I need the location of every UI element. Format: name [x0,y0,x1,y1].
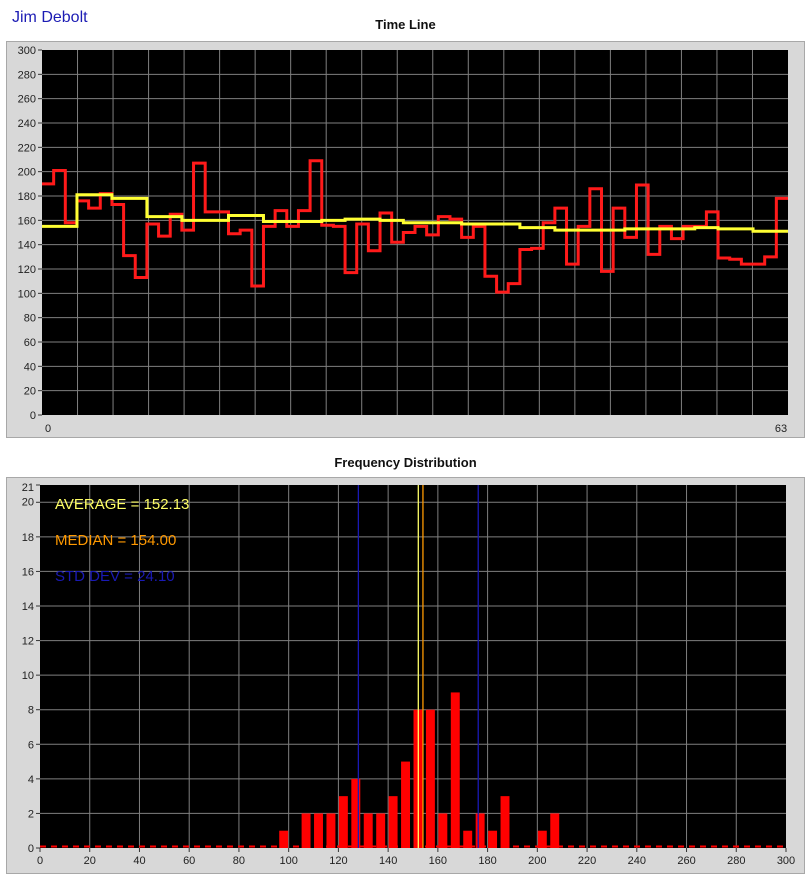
y-tick-label: 220 [18,142,36,154]
frequency-bar [351,778,361,848]
frequency-bar [463,830,473,848]
frequency-bar [450,692,460,848]
y-tick-label: 10 [22,670,34,682]
y-tick-label: 260 [18,94,36,106]
y-tick-label: 12 [22,636,34,648]
y-tick-label: 20 [22,496,34,508]
x-tick-label: 280 [727,855,745,867]
frequency-bar [326,813,336,848]
y-tick-label: 2 [28,808,34,820]
frequency-bar [363,813,373,848]
x-tick-label: 220 [578,855,596,867]
y-tick-label: 200 [18,167,36,179]
x-tick-label: 80 [233,855,245,867]
x-tick-label: 180 [478,855,496,867]
x-tick-label: 240 [628,855,646,867]
x-tick-label: 120 [329,855,347,867]
frequency-bar [314,813,323,848]
y-tick-label: 160 [18,215,36,227]
average-annotation: AVERAGE = 152.13 [55,496,189,513]
frequency-bar [475,813,485,848]
timeline-series-line [42,159,788,294]
timeline-chart-title: Time Line [375,17,436,32]
median-annotation: MEDIAN = 154.00 [55,532,176,549]
x-tick-label: 260 [677,855,695,867]
y-tick-label: 300 [18,45,36,57]
y-tick-label: 120 [18,264,36,276]
x-tick-label: 40 [133,855,145,867]
std-dev-annotation: STD DEV = 24.10 [55,568,175,585]
frequency-chart-frame: 0 20 40 60 80 100 120 140 160 180 200 220 240 260 280 3… [6,477,805,874]
x-tick-label: 160 [429,855,447,867]
y-tick-label: 16 [22,566,34,578]
frequency-bar [338,796,348,848]
y-tick-label: 21 [22,482,34,494]
timeline-chart: 0 20 40 60 80 100 120 140 160 180 200 220 240 260 280 3… [18,45,788,435]
frequency-bar [488,830,498,848]
x-tick-label: 0 [37,855,43,867]
frequency-bar [550,813,560,848]
x-tick-label: 60 [183,855,195,867]
x-tick-label: 20 [84,855,96,867]
y-tick-label: 60 [24,337,36,349]
frequency-bar [425,709,435,848]
y-tick-label: 0 [30,410,36,422]
y-tick-label: 180 [18,191,36,203]
frequency-chart: 0 20 40 60 80 100 120 140 160 180 200 220 240 260 280 3… [22,482,795,867]
y-tick-label: 0 [28,843,34,855]
x-tick-label: 63 [775,423,787,435]
frequency-bar [401,761,411,848]
y-tick-label: 40 [24,361,36,373]
x-tick-label: 100 [279,855,297,867]
x-tick-label: 300 [777,855,795,867]
x-tick-label: 140 [379,855,397,867]
y-tick-label: 4 [28,774,34,786]
x-tick-label: 0 [45,423,51,435]
y-tick-label: 8 [28,705,34,717]
y-tick-label: 18 [22,532,34,544]
y-tick-label: 280 [18,69,36,81]
frequency-chart-title: Frequency Distribution [334,455,477,470]
frequency-bar [376,813,386,848]
frequency-bar [388,796,398,848]
cumulative-average-line [42,193,788,233]
plot-area [40,485,786,848]
y-tick-label: 20 [24,386,36,398]
author-name: Jim Debolt [12,9,88,26]
frequency-bar [301,813,311,848]
y-tick-label: 100 [18,288,36,300]
frequency-bar [537,830,547,848]
frequency-bar [279,830,289,848]
y-tick-label: 240 [18,118,36,130]
y-tick-label: 14 [22,601,34,613]
y-tick-label: 6 [28,739,34,751]
x-tick-label: 200 [528,855,546,867]
frequency-bar [438,813,448,848]
y-tick-label: 140 [18,240,36,252]
timeline-chart-frame: 0 20 40 60 80 100 120 140 160 180 200 220 240 260 280 3… [6,41,805,438]
frequency-bar [500,796,510,848]
y-tick-label: 80 [24,313,36,325]
